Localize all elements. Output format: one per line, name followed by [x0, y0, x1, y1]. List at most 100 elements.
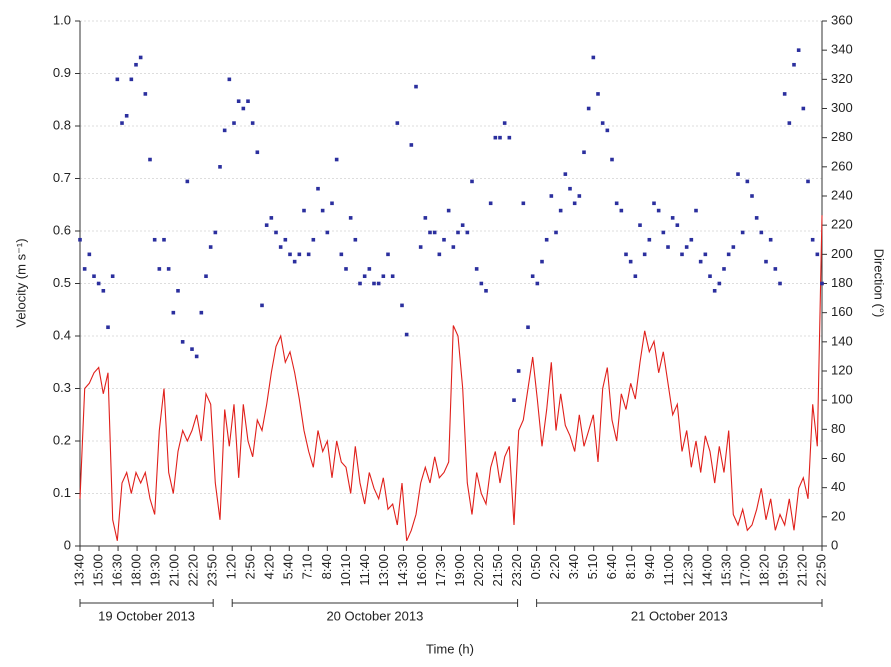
y2-tick-label: 40	[831, 479, 845, 494]
y2-tick-label: 340	[831, 42, 853, 57]
direction-point	[596, 92, 600, 96]
y2-tick-label: 320	[831, 71, 853, 86]
direction-point	[694, 208, 698, 213]
direction-point	[540, 259, 544, 264]
x-tick-label: 15:00	[90, 554, 105, 587]
direction-point	[572, 201, 577, 206]
x-tick-label: 5:10	[585, 554, 600, 579]
direction-point	[773, 267, 778, 271]
direction-point	[787, 121, 792, 125]
direction-point	[633, 274, 638, 279]
y2-tick-label: 360	[831, 12, 853, 27]
direction-point	[227, 77, 232, 82]
direction-point	[92, 274, 96, 279]
x-tick-label: 21:50	[490, 554, 505, 587]
direction-point	[236, 99, 241, 104]
y2-tick-label: 80	[831, 421, 845, 436]
direction-point	[820, 281, 824, 286]
direction-point	[446, 208, 451, 213]
y-tick-label: 0.4	[53, 327, 71, 342]
direction-point	[232, 121, 236, 125]
direction-point	[269, 216, 274, 220]
direction-point	[274, 230, 278, 235]
x-tick-label: 19:00	[452, 554, 467, 587]
direction-point	[334, 157, 339, 162]
y-tick-label: 0.1	[53, 485, 71, 500]
direction-point	[451, 245, 456, 249]
direction-point	[297, 252, 302, 257]
direction-point	[176, 288, 180, 293]
direction-point	[549, 194, 554, 198]
direction-point	[586, 106, 591, 111]
direction-point	[194, 354, 199, 359]
direction-point	[600, 121, 605, 125]
direction-point	[348, 216, 353, 220]
direction-point	[218, 165, 222, 169]
direction-point	[624, 252, 628, 257]
direction-point	[479, 281, 484, 286]
direction-point	[614, 201, 619, 206]
direction-point	[120, 121, 124, 125]
direction-point	[740, 230, 745, 235]
direction-point	[493, 135, 498, 140]
x-tick-label: 16:00	[414, 554, 429, 587]
y2-tick-label: 60	[831, 450, 845, 465]
direction-point	[745, 179, 750, 184]
y2-tick-label: 20	[831, 508, 845, 523]
y2-tick-label: 0	[831, 537, 838, 552]
direction-point	[143, 92, 148, 96]
x-tick-label: 5:40	[281, 554, 296, 579]
direction-point	[372, 281, 376, 286]
direction-point	[437, 252, 442, 257]
y-tick-label: 0.9	[53, 65, 71, 80]
y-tick-label: 0.3	[53, 380, 71, 395]
x-tick-label: 16:30	[109, 554, 124, 587]
x-tick-label: 6:40	[604, 554, 619, 579]
direction-point	[138, 55, 143, 60]
direction-point	[722, 267, 726, 271]
direction-point	[204, 274, 208, 279]
direction-point	[778, 281, 782, 286]
direction-point	[647, 237, 652, 242]
direction-point	[605, 128, 610, 133]
direction-point	[768, 237, 773, 242]
x-tick-label: 1:20	[224, 554, 239, 579]
direction-point	[400, 303, 404, 308]
direction-point	[250, 121, 255, 125]
direction-point	[474, 267, 479, 271]
direction-point	[619, 208, 624, 213]
direction-point	[726, 252, 731, 257]
direction-point	[110, 274, 115, 279]
x-tick-label: 2:50	[243, 554, 258, 579]
y-axis-label: Velocity (m s⁻¹)	[13, 238, 28, 327]
direction-point	[213, 230, 218, 235]
y2-tick-label: 240	[831, 187, 853, 202]
y2-tick-label: 280	[831, 129, 853, 144]
direction-point	[171, 310, 176, 315]
x-tick-label: 18:00	[129, 554, 144, 587]
direction-point	[124, 113, 129, 118]
x-tick-label: 11:40	[357, 554, 372, 586]
x-tick-label: 13:40	[71, 554, 86, 587]
direction-point	[666, 245, 670, 249]
direction-point	[316, 186, 320, 191]
x-tick-label: 10:10	[338, 554, 353, 587]
direction-point	[470, 179, 474, 184]
direction-point	[148, 157, 152, 162]
direction-point	[288, 252, 292, 257]
direction-point	[302, 208, 306, 213]
y2-tick-label: 180	[831, 275, 853, 290]
direction-point	[362, 274, 367, 279]
direction-point	[330, 201, 334, 206]
direction-point	[157, 267, 162, 271]
direction-point	[670, 216, 675, 220]
direction-point	[754, 216, 759, 220]
direction-point	[568, 186, 572, 191]
direction-point	[180, 340, 185, 344]
direction-point	[782, 92, 787, 96]
direction-point	[698, 259, 703, 264]
y-tick-label: 0.7	[53, 170, 71, 185]
group-label: 21 October 2013	[631, 608, 728, 623]
x-tick-label: 2:20	[547, 554, 562, 579]
